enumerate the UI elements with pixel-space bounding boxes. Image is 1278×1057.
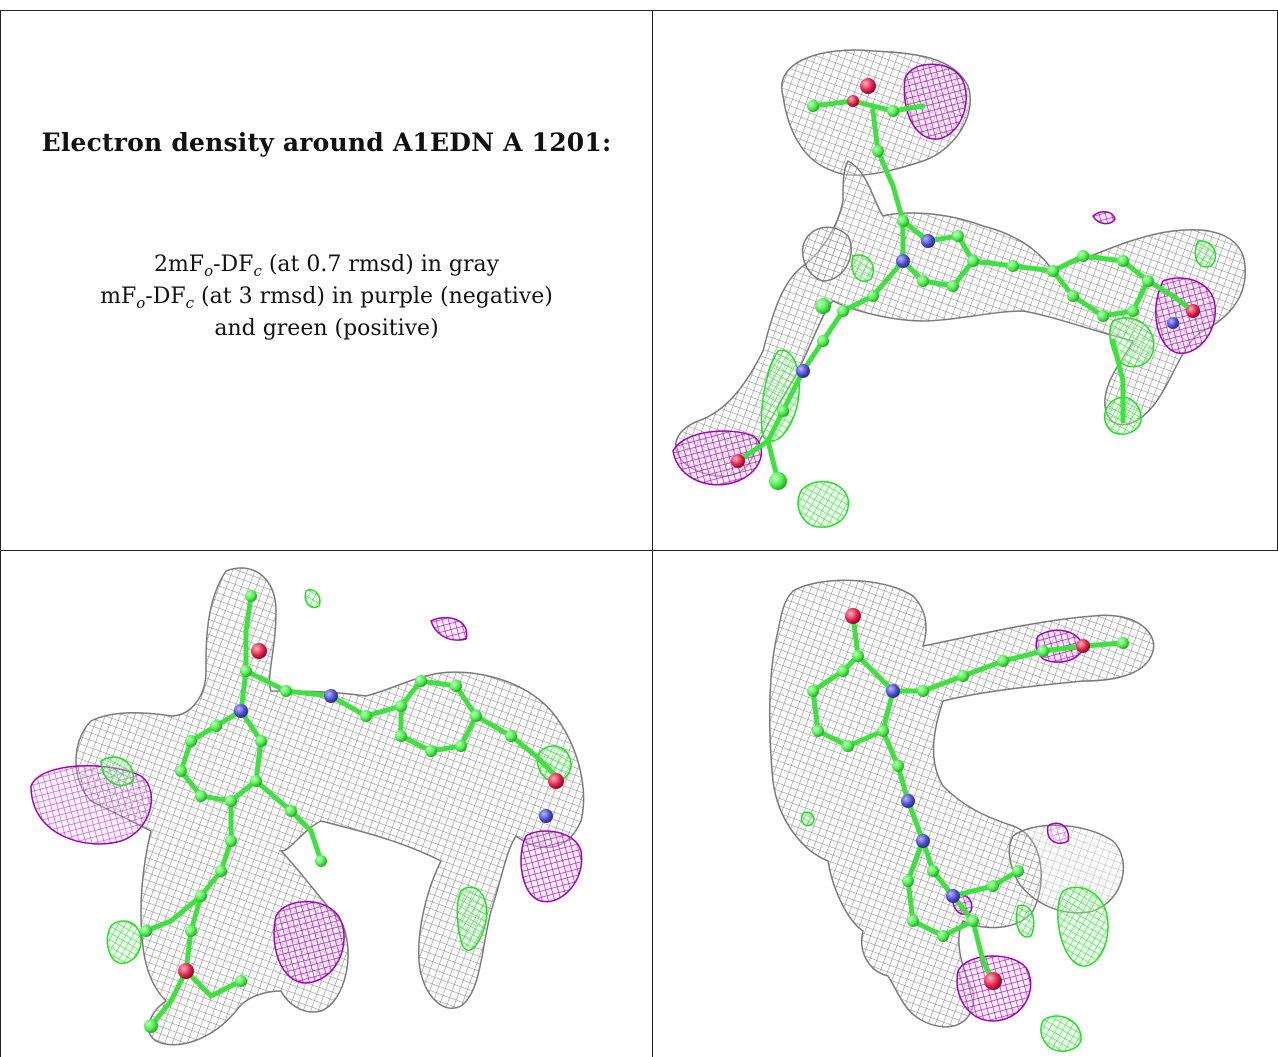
legend-1-mid: -DF [213, 252, 254, 277]
purple-mesh [30, 616, 583, 984]
molecule-atoms [731, 78, 1200, 490]
view-bottom-right [653, 551, 1277, 1057]
legend-line-gray: 2mFo-DFc (at 0.7 rmsd) in gray [1, 249, 652, 281]
table-divider-vertical [652, 10, 653, 1057]
view-top-right [653, 11, 1277, 550]
table-divider-horizontal [0, 550, 1278, 551]
figure-title: Electron density around A1EDN A 1201: [41, 128, 612, 157]
view-bottom-left [1, 551, 652, 1057]
caption-cell: Electron density around A1EDN A 1201: 2m… [1, 11, 652, 550]
table-border-top [0, 10, 1278, 11]
density-view-3-icon [768, 579, 1155, 1052]
legend-1-sub-o: o [204, 262, 214, 280]
table-border-left [0, 10, 1, 1057]
density-legend: 2mFo-DFc (at 0.7 rmsd) in gray mFo-DFc (… [1, 249, 652, 345]
green-mesh [100, 589, 572, 964]
density-view-1-icon [672, 49, 1246, 528]
legend-1-sub-c: c [253, 262, 262, 280]
green-mesh [800, 811, 1109, 1052]
legend-1-pre: 2mF [153, 252, 205, 277]
legend-line-purple: mFo-DFc (at 3 rmsd) in purple (negative) [1, 281, 652, 313]
legend-2-sub-c: c [185, 294, 195, 312]
molecule-atoms [140, 590, 564, 1033]
legend-2-post: (at 3 rmsd) in purple (negative) [194, 284, 553, 309]
gray-mesh [768, 579, 1155, 1028]
legend-line-green: and green (positive) [214, 316, 439, 341]
figure-table: Electron density around A1EDN A 1201: 2m… [0, 10, 1278, 1057]
molecule-atoms [807, 608, 1129, 990]
legend-2-mid: -DF [145, 284, 186, 309]
legend-2-sub-o: o [136, 294, 146, 312]
legend-1-post: (at 0.7 rmsd) in gray [261, 252, 500, 277]
density-view-2-icon [30, 567, 585, 1046]
legend-2-pre: mF [100, 284, 137, 309]
